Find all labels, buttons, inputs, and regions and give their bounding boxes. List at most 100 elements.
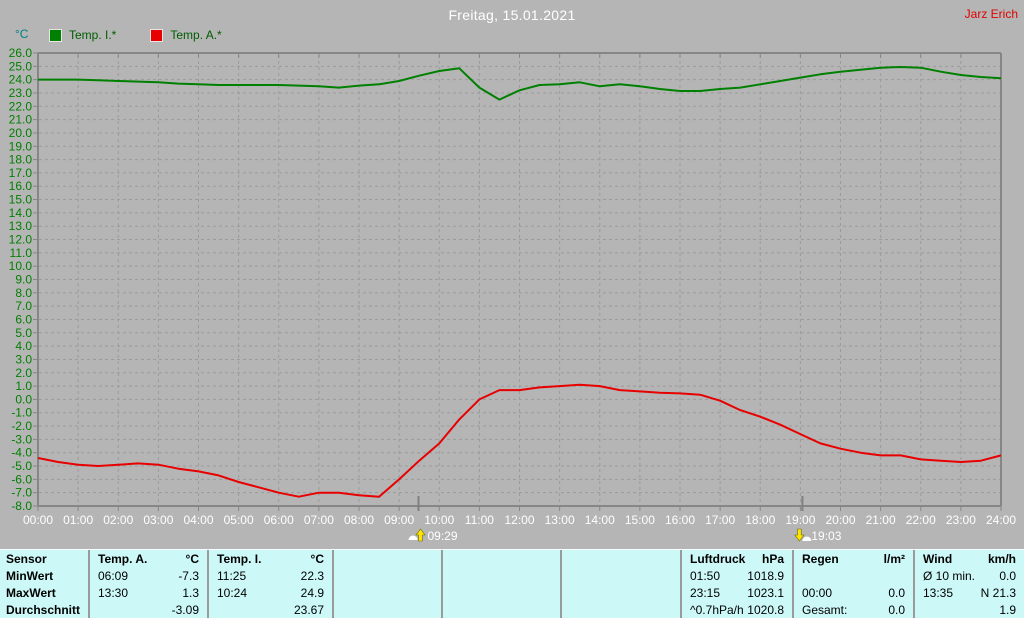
table-row: 13:30 1.3 xyxy=(90,584,207,601)
y-axis-label: 10.0 xyxy=(9,259,33,273)
x-axis-label: 04:00 xyxy=(183,513,213,527)
section-title: Temp. A. xyxy=(98,551,148,566)
x-axis-label: 10:00 xyxy=(424,513,454,527)
cell-value: 24.9 xyxy=(300,585,324,600)
y-axis-label: 20.0 xyxy=(9,126,33,140)
y-axis-label: -7.0 xyxy=(11,486,32,500)
x-axis-label: 21:00 xyxy=(866,513,896,527)
table-section-wind: Wind km/h Ø 10 min. 0.0 13:35 N 21.3 1.9 xyxy=(913,550,1024,618)
x-axis-label: 06:00 xyxy=(264,513,294,527)
table-row xyxy=(334,584,441,601)
section-unit: °C xyxy=(185,551,199,566)
page-title: Freitag, 15.01.2021 xyxy=(448,7,576,23)
x-axis-label: 19:00 xyxy=(785,513,815,527)
cell-value: 0.0 xyxy=(888,585,905,600)
cell-value: 1.9 xyxy=(999,602,1016,617)
y-axis-label: 22.0 xyxy=(9,99,33,113)
cell-value: 1018.9 xyxy=(747,568,784,583)
x-axis-label: 05:00 xyxy=(224,513,254,527)
y-axis-label: 2.0 xyxy=(15,366,32,380)
table-row: 06:09 -7.3 xyxy=(90,567,207,584)
y-axis-label: 15.0 xyxy=(9,193,33,207)
x-axis-label: 20:00 xyxy=(825,513,855,527)
temperature-chart-canvas: -8.0-7.0-6.0-5.0-4.0-3.0-2.0-1.00.01.02.… xyxy=(9,46,1017,543)
legend-label-temp-i: Temp. I.* xyxy=(69,28,117,42)
cell-time: 13:30 xyxy=(98,585,129,600)
table-row: 11:25 22.3 xyxy=(209,567,332,584)
cell-value: 1023.1 xyxy=(747,585,784,600)
cell-value: 22.3 xyxy=(300,568,324,583)
x-axis-label: 07:00 xyxy=(304,513,334,527)
table-section-luftdruck: Luftdruck hPa 01:50 1018.9 23:15 1023.1 ^0.7hP… xyxy=(680,550,792,618)
x-axis-label: 03:00 xyxy=(143,513,173,527)
table-row xyxy=(443,601,560,618)
x-axis-label: 22:00 xyxy=(906,513,936,527)
section-unit: °C xyxy=(310,551,324,566)
table-section-temp-i: Temp. I. °C 11:25 22.3 10:24 24.9 23.67 xyxy=(207,550,332,618)
y-axis-label: 21.0 xyxy=(9,113,33,127)
table-row: Gesamt: 0.0 xyxy=(794,601,913,618)
table-row: ^0.7hPa/h 1020.8 xyxy=(682,601,792,618)
cell-time: 00:00 xyxy=(802,585,833,600)
x-axis-label: 16:00 xyxy=(665,513,695,527)
table-row: 01:50 1018.9 xyxy=(682,567,792,584)
sunrise-sun-icon xyxy=(408,535,418,540)
section-title: Temp. I. xyxy=(217,551,262,566)
y-axis-label: -4.0 xyxy=(11,446,32,460)
table-row xyxy=(334,567,441,584)
y-axis-label: -1.0 xyxy=(11,406,32,420)
cell-value: 0.0 xyxy=(999,568,1016,583)
y-axis-label: 12.0 xyxy=(9,233,33,247)
x-axis-label: 23:00 xyxy=(946,513,976,527)
table-row xyxy=(443,584,560,601)
y-axis-unit-label: °C xyxy=(15,27,29,41)
table-row: -3.09 xyxy=(90,601,207,618)
y-axis-label: 23.0 xyxy=(9,86,33,100)
table-row: Ø 10 min. 0.0 xyxy=(915,567,1024,584)
legend-label-temp-a: Temp. A.* xyxy=(170,28,222,42)
temperature-chart: -8.0 -7.0 -6.0 -5.0 -4.0 -3.0 -2.0 -1.0 0.0 1.0 2.… xyxy=(9,46,1017,543)
temp-i-series-swatch-icon xyxy=(49,28,62,42)
x-axis-label: 13:00 xyxy=(545,513,575,527)
x-axis-label: 02:00 xyxy=(103,513,133,527)
y-axis-label: -5.0 xyxy=(11,459,32,473)
legend-item-temp-a: Temp. A.* xyxy=(150,28,222,42)
y-axis-label: 8.0 xyxy=(15,286,32,300)
row-label: Durchschnitt xyxy=(6,602,81,617)
x-axis-label: 11:00 xyxy=(465,513,494,527)
y-axis-label: 14.0 xyxy=(9,206,33,220)
section-unit: hPa xyxy=(761,551,784,566)
cell-time: 11:25 xyxy=(217,568,247,583)
y-axis-label: 17.0 xyxy=(9,166,33,180)
table-row: 23.67 xyxy=(209,601,332,618)
cell-value: 1020.8 xyxy=(747,602,784,617)
x-axis-label: 00:00 xyxy=(23,513,53,527)
legend-item-temp-i: Temp. I.* xyxy=(49,28,116,42)
table-section-empty-1 xyxy=(332,550,441,618)
y-axis-label: 4.0 xyxy=(15,339,32,353)
row-label: Sensor xyxy=(6,551,47,566)
x-axis-label: 01:00 xyxy=(63,513,93,527)
cell-time: 10:24 xyxy=(217,585,248,600)
cell-time: ^0.7hPa/h xyxy=(690,602,744,617)
x-axis-label: 18:00 xyxy=(745,513,775,527)
y-axis-label: 6.0 xyxy=(15,312,32,326)
table-row: 13:35 N 21.3 xyxy=(915,584,1024,601)
y-axis-label: 19.0 xyxy=(9,139,33,153)
chart-legend: Temp. I.* Temp. A.* xyxy=(49,28,222,42)
cell-value: 0.0 xyxy=(888,602,905,617)
y-axis-label: 18.0 xyxy=(9,153,33,167)
y-axis-label: 11.0 xyxy=(10,246,33,260)
table-row xyxy=(794,567,913,584)
y-axis-label: 16.0 xyxy=(9,179,33,193)
y-axis-label: -3.0 xyxy=(11,432,32,446)
section-title: Wind xyxy=(923,551,953,566)
summary-table: Sensor MinWert MaxWert Durchschnitt Temp. A.… xyxy=(0,549,1024,618)
table-section-empty-2 xyxy=(441,550,560,618)
cell-time: 23:15 xyxy=(690,585,721,600)
row-label: MaxWert xyxy=(6,585,56,600)
x-axis-label: 08:00 xyxy=(344,513,374,527)
sunset-sun-icon xyxy=(802,536,812,541)
sunrise-arrow-icon xyxy=(415,528,426,542)
y-axis-label: 24.0 xyxy=(9,73,33,87)
